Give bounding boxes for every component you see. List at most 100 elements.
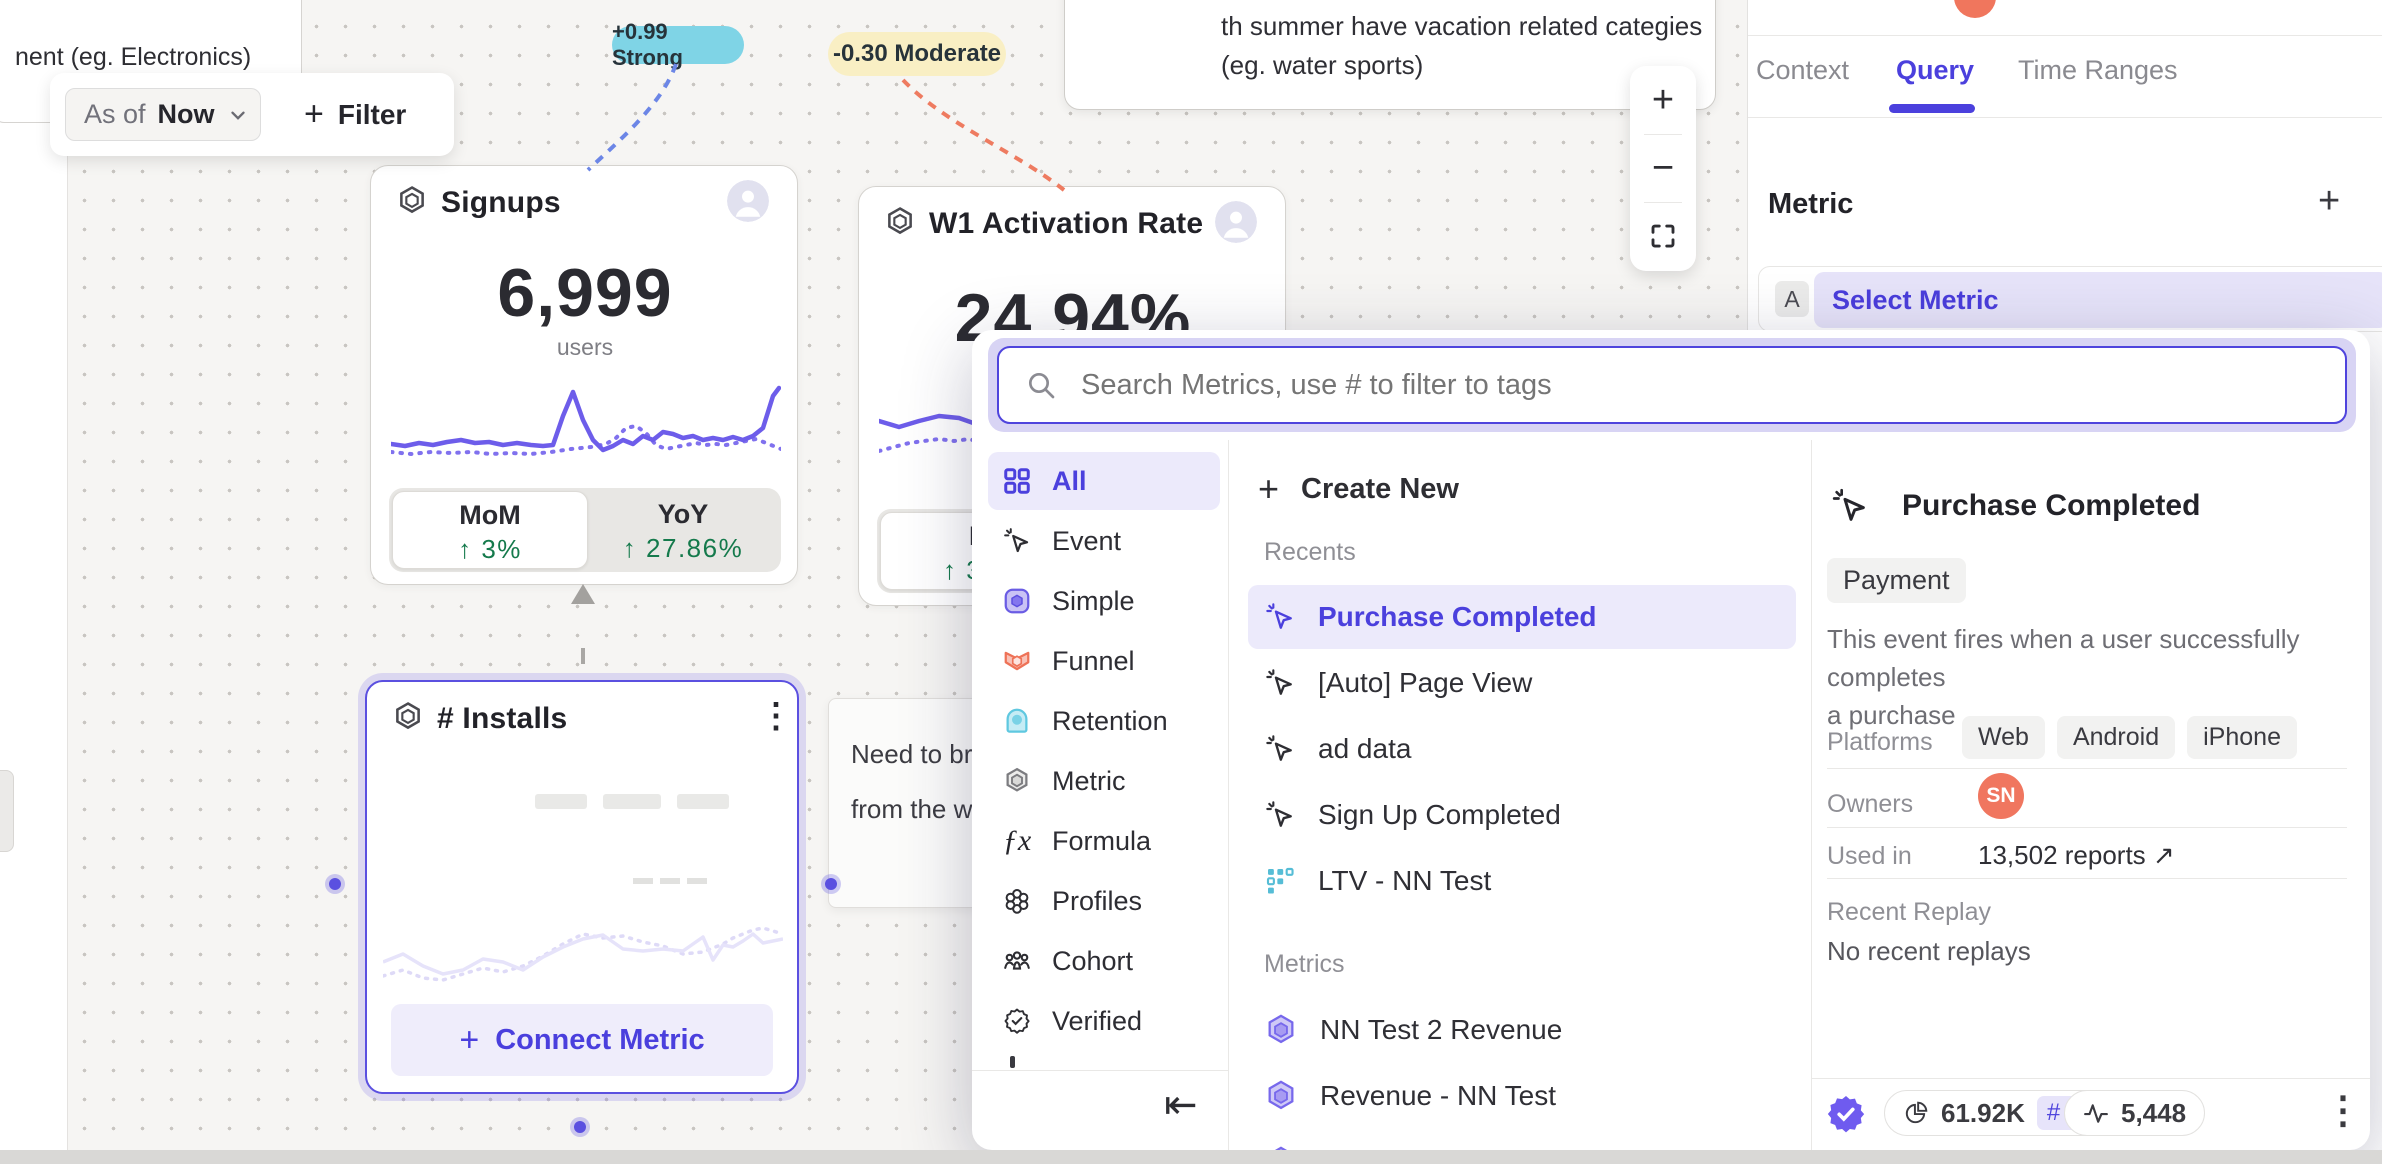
collapse-sidebar-icon[interactable]: ⇤ [1164,1083,1198,1127]
tab-query[interactable]: Query [1896,55,1975,85]
detail-description: This event fires when a user successfull… [1827,624,2300,730]
count-value: 5,448 [2121,1097,2187,1128]
recents-header: Recents [1264,538,1356,566]
plus-icon: + [459,1020,480,1059]
as-of-value: Now [157,99,215,129]
grid-icon [1002,466,1032,496]
fit-screen-button[interactable] [1630,202,1696,270]
detail-tag[interactable]: Payment [1827,558,1966,603]
owner-avatar[interactable]: SN [1978,773,2024,819]
metric-hexagon-icon [1002,766,1032,796]
toggle-yoy[interactable]: YoY ↑ 27.86% [588,491,778,569]
fullscreen-icon [1648,221,1678,251]
zoom-in-button[interactable]: + [1651,78,1675,121]
list-item-partial[interactable] [1248,1130,1796,1150]
tab-time-ranges[interactable]: Time Ranges [2018,55,2178,85]
search-icon [1025,369,1057,401]
category-all[interactable]: All [988,452,1220,510]
detail-title: Purchase Completed [1902,489,2201,522]
correlation-badge-strong[interactable]: +0.99 Strong [612,19,744,70]
retention-icon [1002,706,1032,736]
list-item-ad-data[interactable]: ad data [1248,717,1796,781]
category-simple[interactable]: Simple [988,572,1220,630]
avatar[interactable] [727,180,769,222]
category-verified[interactable]: Verified [988,992,1220,1050]
funnel-icon [1002,646,1032,676]
metric-card-signups[interactable]: Signups 6,999 users MoM ↑ 3% YoY ↑ 27.86… [370,165,798,585]
tab-query-underline [1889,104,1975,113]
as-of-dropdown[interactable]: As of Now [65,88,261,141]
filter-label: Filter [337,98,407,130]
create-new-label: Create New [1301,472,1459,505]
zoom-out-button[interactable]: − [1651,146,1675,189]
skeleton-bars [535,794,729,809]
note-line: Need to brin [851,739,993,769]
connect-metric-button[interactable]: + Connect Metric [391,1004,773,1076]
metric-section-heading: Metric [1768,188,1854,220]
sticky-note-top[interactable]: th summer have vacation related categies… [1064,0,1716,110]
count-pill[interactable]: 5,448 [2064,1090,2206,1136]
category-retention[interactable]: Retention [988,692,1220,750]
owners-label: Owners [1827,790,1914,818]
used-in-link[interactable]: 13,502 reports ↗ [1978,840,2175,870]
pie-chart-icon [1903,1100,1929,1126]
avatar[interactable] [1215,201,1257,243]
clause-letter-chip: A [1775,281,1809,317]
add-metric-button[interactable]: + [2318,180,2341,222]
detail-title-row: Purchase Completed [1830,486,2200,526]
list-item-sign-up-completed[interactable]: Sign Up Completed [1248,783,1796,847]
purple-hexagon-icon [1264,1145,1298,1150]
metric-clause-row[interactable]: A Select Metric [1758,266,2382,332]
kebab-icon[interactable]: ⋮ [2324,1090,2362,1132]
profiles-icon [1002,886,1032,916]
cohort-icon [1002,946,1032,976]
category-funnel[interactable]: Funnel [988,632,1220,690]
category-metric[interactable]: Metric [988,752,1220,810]
sticky-note-left[interactable]: Need to brin from the wa [828,698,1000,908]
list-item-revenue-nn-test[interactable]: Revenue - NN Test [1248,1064,1796,1128]
list-item-nn-test-2-revenue[interactable]: NN Test 2 Revenue [1248,998,1796,1062]
list-item-purchase-completed[interactable]: Purchase Completed [1248,585,1796,649]
metrics-header: Metrics [1264,950,1345,978]
chevron-down-icon [227,104,249,126]
category-cohort[interactable]: Cohort [988,932,1220,990]
kpi-unit: users [556,334,614,360]
toggle-mom-value: ↑ 3% [458,534,522,564]
toggle-yoy-label: YoY [657,499,709,529]
metric-hexagon-icon [391,700,425,734]
category-profiles[interactable]: Profiles [988,872,1220,930]
create-new-button[interactable]: + Create New [1258,468,1459,510]
metric-card-installs[interactable]: # Installs ⋮ + Connect Metric [365,680,799,1094]
grid-dots-icon [1264,865,1296,897]
toggle-yoy-value: ↑ 27.86% [622,533,744,563]
tab-context[interactable]: Context [1756,55,1850,85]
list-item-ltv-nn-test[interactable]: LTV - NN Test [1248,849,1796,913]
platform-chip: iPhone [2187,716,2297,759]
edge-note-text: nent (eg. Electronics) [15,43,252,71]
notification-avatar[interactable] [1954,0,1996,18]
toggle-mom[interactable]: MoM ↑ 3% [392,491,588,569]
kebab-icon[interactable]: ⋮ [759,697,793,735]
search-input[interactable] [1081,368,2319,402]
card-title: # Installs [437,702,568,735]
as-of-label: As of [84,99,146,129]
left-rail-tab[interactable] [0,770,14,852]
verified-badge-icon[interactable] [1824,1092,1868,1136]
metric-picker-modal: All Event Simple Funnel Retention Metric… [972,330,2370,1150]
search-field[interactable] [997,346,2347,424]
filter-button[interactable]: + Filter [288,88,422,141]
category-formula[interactable]: ƒx Formula [1002,824,1152,857]
comparison-toggle: MoM ↑ 3% YoY ↑ 27.86% [389,488,781,572]
platform-chip: Web [1962,716,2045,759]
kpi-value: 6,999 [497,255,673,331]
category-event[interactable]: Event [988,512,1220,570]
event-cursor-icon [1264,733,1296,765]
list-item-auto-page-view[interactable]: [Auto] Page View [1248,651,1796,715]
platforms-label: Platforms [1827,728,1933,756]
metric-hexagon-icon [395,184,429,218]
select-metric-field[interactable]: Select Metric [1814,272,2382,328]
correlation-badge-moderate[interactable]: -0.30 Moderate [828,32,1006,76]
event-cursor-icon [1002,526,1032,556]
zoom-controls: + − [1630,66,1696,271]
